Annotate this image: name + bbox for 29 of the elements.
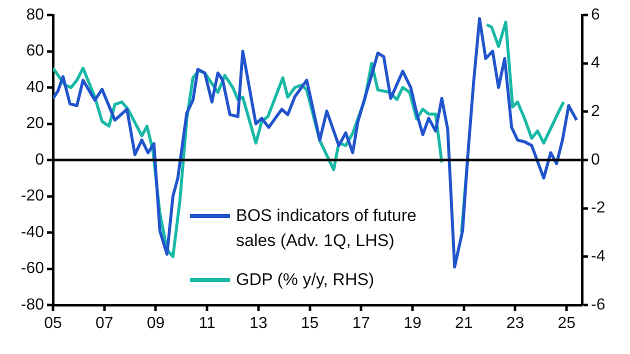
y2-tick-label: -2: [591, 200, 606, 217]
y2-tick-label: 2: [591, 103, 600, 120]
x-tick-label: 21: [454, 315, 473, 332]
x-tick-label: 13: [250, 315, 268, 332]
x-tick-label: 05: [44, 315, 62, 332]
y-tick-label: -40: [20, 224, 44, 241]
y-tick-label: 80: [26, 6, 44, 24]
y-tick-label: 0: [35, 151, 44, 168]
x-tick-label: 15: [300, 315, 319, 332]
y2-tick-label: -4: [591, 248, 606, 266]
x-tick-label: 17: [352, 315, 370, 332]
y2-tick-label: 0: [591, 151, 600, 168]
x-tick-label: 11: [198, 315, 216, 332]
y2-tick-label: -6: [591, 296, 606, 314]
x-tick-label: 09: [146, 315, 165, 332]
x-tick-label: 23: [506, 315, 524, 332]
y-tick-label: -80: [20, 296, 44, 314]
legend-label: BOS indicators of future sales (Adv. 1Q, LHS): [236, 205, 418, 252]
y-tick-label: 20: [26, 115, 44, 132]
x-tick-label: 07: [95, 315, 114, 332]
y-tick-label: -60: [20, 260, 44, 278]
y2-tick-label: 4: [591, 54, 600, 72]
y-tick-label: 40: [26, 78, 44, 96]
y-tick-label: 60: [26, 42, 44, 60]
y-tick-label: -20: [20, 188, 44, 205]
legend-label: GDP (% y/y, RHS): [236, 269, 374, 291]
y2-tick-label: 6: [591, 6, 600, 24]
x-tick-label: 19: [404, 315, 422, 332]
x-tick-label: 25: [558, 315, 576, 332]
